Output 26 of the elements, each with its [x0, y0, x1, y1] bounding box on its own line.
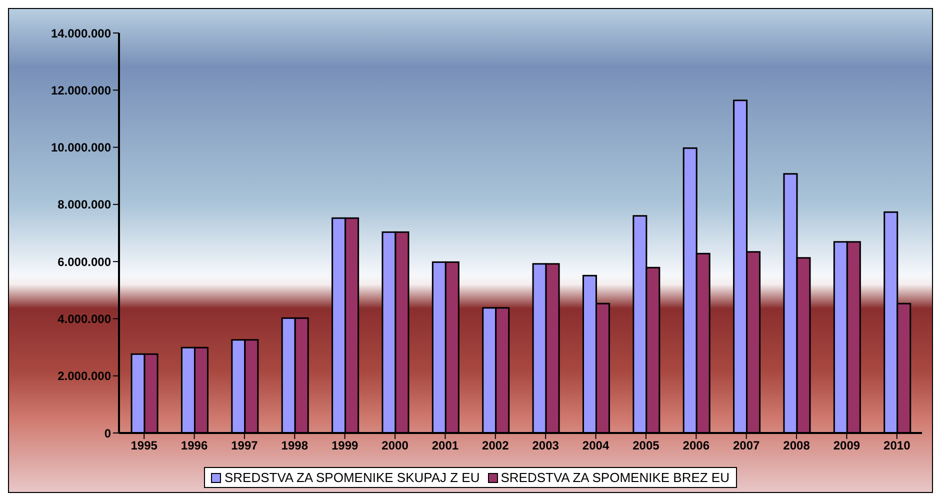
y-tick-label: 10.000.000 [50, 140, 112, 155]
legend-label: SREDSTVA ZA SPOMENIKE BREZ EU [500, 470, 730, 485]
x-tick-label: 1996 [180, 438, 208, 453]
y-tick-label: 0 [104, 426, 112, 440]
x-tick-label: 2003 [532, 438, 560, 453]
x-tick-label: 1995 [130, 438, 158, 453]
legend-label: SREDSTVA ZA SPOMENIKE SKUPAJ Z EU [223, 470, 480, 485]
x-tick-label: 2006 [682, 438, 710, 453]
x-tick-label: 2010 [884, 438, 911, 453]
x-tick-label: 1997 [231, 438, 258, 453]
x-tick-label: 2004 [582, 438, 610, 453]
x-tick-label: 2007 [732, 438, 760, 453]
y-tick-label: 14.000.000 [50, 26, 112, 40]
x-tick-label: 2005 [632, 438, 660, 453]
x-tick-label: 2002 [482, 438, 510, 453]
x-tick-label: 1999 [331, 438, 359, 453]
x-tick-label: 2009 [833, 438, 860, 453]
y-tick-label: 8.000.000 [58, 198, 112, 212]
x-tick-label: 1998 [281, 438, 308, 453]
y-tick-label: 2.000.000 [58, 369, 112, 384]
x-tick-label: 2008 [783, 438, 810, 453]
x-tick-label: 2001 [432, 438, 459, 453]
x-tick-label: 2000 [382, 438, 409, 453]
y-tick-label: 6.000.000 [58, 254, 112, 269]
y-tick-label: 12.000.000 [50, 83, 112, 98]
y-tick-label: 4.000.000 [58, 312, 112, 326]
